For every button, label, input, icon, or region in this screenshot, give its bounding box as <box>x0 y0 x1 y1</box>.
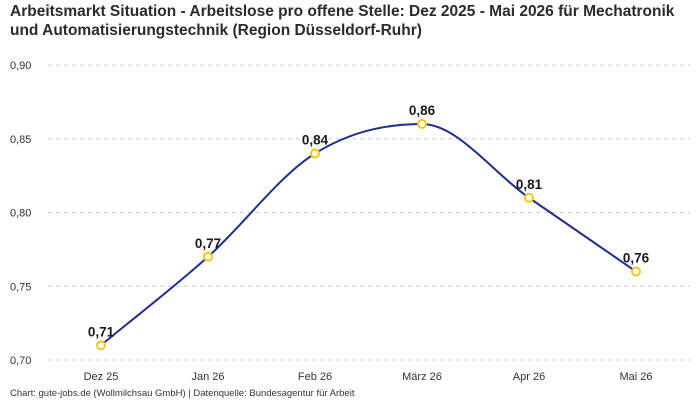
series-line <box>100 122 637 347</box>
chart-source: Chart: gute-jobs.de (Wollmilchsau GmbH) … <box>10 388 355 399</box>
chart-title: Arbeitsmarkt Situation - Arbeitslose pro… <box>10 3 675 39</box>
x-tick-label: Jan 26 <box>191 371 224 383</box>
data-label: 0,84 <box>302 133 329 148</box>
x-tick-label: Mai 26 <box>619 371 652 383</box>
y-tick-label: 0,85 <box>10 134 31 146</box>
x-tick-label: März 26 <box>402 371 442 383</box>
data-point-marker <box>310 148 320 159</box>
data-label: 0,77 <box>195 236 221 251</box>
y-tick-label: 0,70 <box>10 355 31 367</box>
x-tick-label: Dez 25 <box>84 371 119 383</box>
data-label: 0,71 <box>88 324 115 339</box>
y-tick-label: 0,90 <box>10 60 31 72</box>
x-tick-label: Feb 26 <box>298 371 332 383</box>
data-label: 0,81 <box>516 177 543 192</box>
data-point-marker <box>203 251 213 262</box>
x-tick-label: Apr 26 <box>513 371 545 383</box>
data-point-marker <box>96 340 106 351</box>
y-tick-label: 0,80 <box>10 208 31 220</box>
data-label: 0,76 <box>623 251 650 266</box>
data-point-marker <box>524 192 534 203</box>
data-point-marker <box>417 119 427 129</box>
data-point-marker <box>631 266 641 277</box>
data-label: 0,86 <box>409 103 436 118</box>
y-tick-label: 0,75 <box>10 281 31 293</box>
